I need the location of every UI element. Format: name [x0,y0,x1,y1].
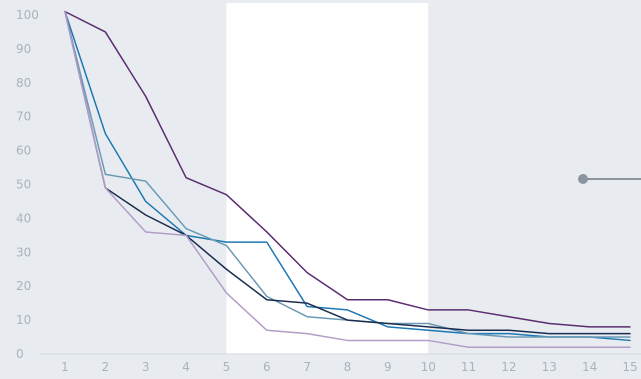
y-tick-label: 80 [16,76,31,90]
x-tick-label: 6 [263,360,271,374]
x-tick-label: 1 [61,360,69,374]
x-tick-label: 4 [182,360,190,374]
y-tick-label: 100 [16,8,39,22]
y-tick-label: 20 [16,279,31,293]
y-tick-label: 70 [16,110,31,124]
series-line-5 [64,10,631,348]
series-line-2 [64,10,631,342]
x-tick-label: 11 [461,360,476,374]
x-tick-label: 2 [102,360,110,374]
y-tick-label: 60 [16,144,31,158]
x-tick-label: 9 [384,360,392,374]
y-tick-label: 10 [16,313,31,327]
series-line-1 [64,10,631,328]
x-tick-label: 12 [501,360,516,374]
y-tick-label: 50 [16,178,31,192]
x-tick-label: 14 [582,360,597,374]
x-tick-label: 15 [622,360,637,374]
x-tick-label: 13 [542,360,557,374]
series-line-4 [64,10,631,335]
y-tick-label: 0 [16,347,24,361]
x-tick-label: 10 [421,360,436,374]
x-tick-label: 7 [303,360,311,374]
highlight-band [226,3,429,354]
x-tick-label: 3 [142,360,150,374]
x-tick-label: 8 [344,360,352,374]
annotation-marker-dot[interactable] [578,174,588,184]
y-tick-label: 30 [16,245,31,259]
y-tick-label: 40 [16,211,31,225]
x-tick-label: 5 [223,360,231,374]
y-tick-label: 90 [16,42,31,56]
